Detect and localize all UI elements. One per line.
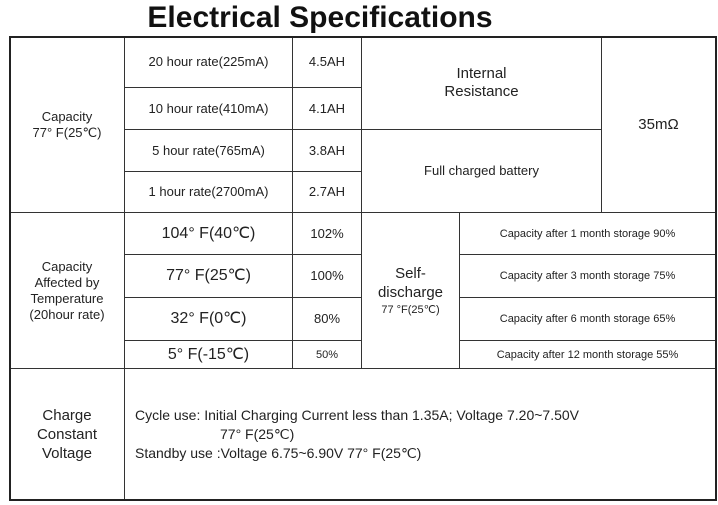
capacity-value: 2.7AH xyxy=(292,171,362,213)
temperature-value: 100% xyxy=(292,254,362,298)
capacity-label: Capacity xyxy=(41,108,93,124)
temperature-value: 80% xyxy=(292,297,362,341)
temperature-cell: 32° F(0℃) xyxy=(124,297,293,341)
full-charged-label: Full charged battery xyxy=(361,129,602,213)
cycle-use-text: Cycle use: Initial Charging Current less… xyxy=(135,406,579,423)
temperature-cell: 104° F(40℃) xyxy=(124,212,293,255)
charge-label-line: Charge xyxy=(42,406,92,424)
self-discharge-label-cell: Self-discharge 77 °F(25℃) xyxy=(361,212,460,369)
page-title: Electrical Specifications xyxy=(147,1,493,34)
resistance-label-line: Resistance xyxy=(444,83,519,100)
resistance-label-line: Internal xyxy=(456,65,507,82)
capacity-value: 3.8AH xyxy=(292,129,362,172)
charge-label-line: Voltage xyxy=(41,444,93,462)
temperature-cell: 5° F(-15℃) xyxy=(124,340,293,369)
storage-cell: Capacity after 12 month storage 55% xyxy=(459,340,716,369)
storage-cell: Capacity after 3 month storage 75% xyxy=(459,254,716,298)
temperature-label-cell: Capacity Affected by Temperature (20hour ra… xyxy=(9,212,125,369)
cycle-use-temperature: 77° F(25℃) xyxy=(220,425,295,442)
capacity-value: 4.1AH xyxy=(292,87,362,130)
temperature-value: 102% xyxy=(292,212,362,255)
self-discharge-line: Self- xyxy=(395,264,426,282)
standby-use-text: Standby use :Voltage 6.75~6.90V 77° F(25… xyxy=(135,444,422,461)
storage-cell: Capacity after 6 month storage 65% xyxy=(459,297,716,341)
capacity-condition: 77° F(25℃) xyxy=(32,124,102,140)
charge-label-cell: Charge Constant Voltage xyxy=(9,368,125,500)
temp-label-line: Temperature xyxy=(30,290,104,306)
internal-resistance-label: Internal Resistance xyxy=(361,36,602,130)
rate-cell: 20 hour rate(225mA) xyxy=(124,36,293,88)
temperature-cell: 77° F(25℃) xyxy=(124,254,293,298)
temperature-value: 50% xyxy=(292,340,362,369)
capacity-value: 4.5AH xyxy=(292,36,362,88)
rate-cell: 10 hour rate(410mA) xyxy=(124,87,293,130)
charge-details-cell: Cycle use: Initial Charging Current less… xyxy=(124,368,716,500)
storage-cell: Capacity after 1 month storage 90% xyxy=(459,212,716,255)
charge-label-line: Constant xyxy=(36,425,98,443)
temp-label-line: Capacity xyxy=(41,258,93,274)
resistance-value: 35mΩ xyxy=(601,36,716,213)
temp-label-line: Affected by xyxy=(34,274,100,290)
self-discharge-condition: 77 °F(25℃) xyxy=(381,303,440,316)
temp-label-line: (20hour rate) xyxy=(29,306,105,322)
self-discharge-line: discharge xyxy=(377,283,444,301)
rate-cell: 5 hour rate(765mA) xyxy=(124,129,293,172)
rate-cell: 1 hour rate(2700mA) xyxy=(124,171,293,213)
capacity-label-cell: Capacity 77° F(25℃) xyxy=(9,36,125,213)
